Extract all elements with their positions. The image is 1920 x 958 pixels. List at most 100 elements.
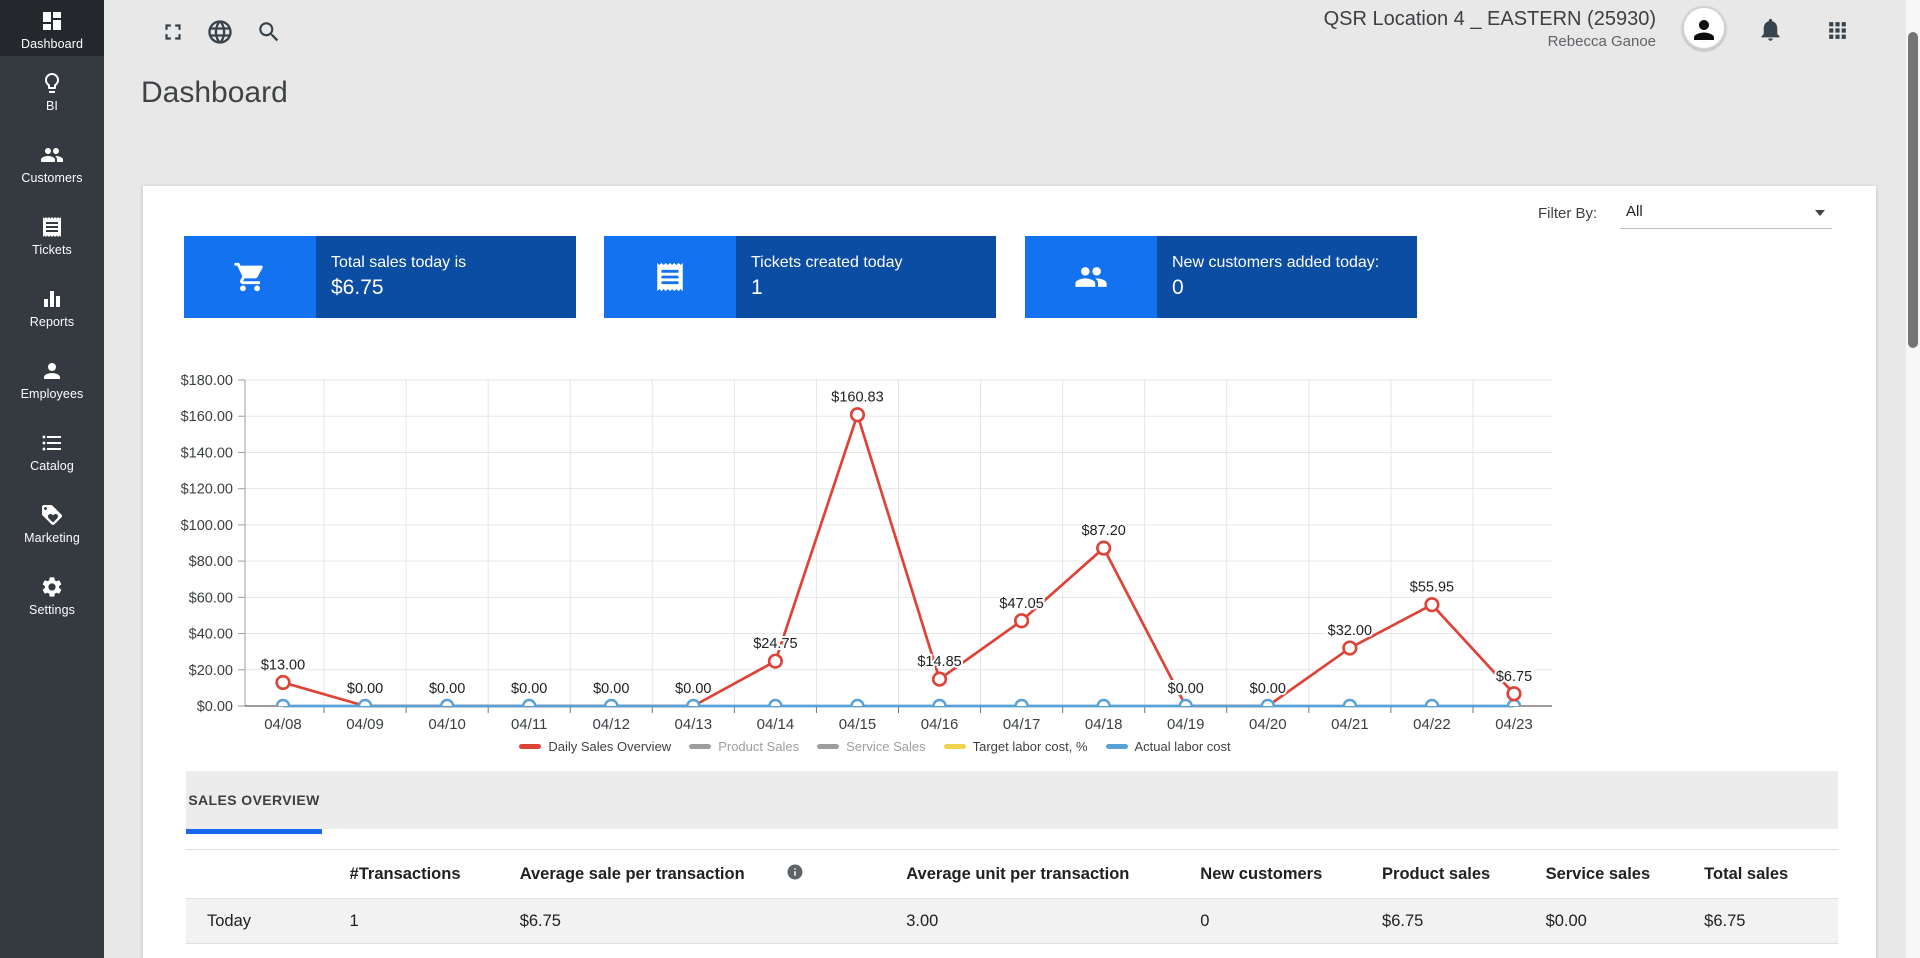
legend-dash-icon [519,744,541,749]
svg-text:04/22: 04/22 [1413,716,1451,733]
legend-dash-icon [689,744,711,749]
sidebar-item-label: Settings [29,603,75,617]
chart-legend: Daily Sales Overview Product Sales Service… [180,739,1570,754]
sidebar-item-reports[interactable]: Reports [0,272,104,344]
legend-label: Actual labor cost [1135,739,1231,754]
list-icon [40,431,64,455]
lightbulb-icon [40,71,64,95]
filter-by-label: Filter By: [1538,205,1597,222]
svg-text:$47.05: $47.05 [999,596,1043,612]
apps-grid-icon[interactable] [1825,18,1850,43]
sidebar-item-marketing[interactable]: Marketing [0,488,104,560]
svg-text:$0.00: $0.00 [197,699,233,715]
sidebar-item-label: Marketing [24,531,80,545]
stat-icon-area [1025,236,1157,318]
legend-dash-icon [1106,744,1128,749]
svg-text:$100.00: $100.00 [181,518,233,534]
stat-card-new-customers: New customers added today: 0 [1025,236,1417,318]
svg-text:$87.20: $87.20 [1081,523,1125,539]
globe-icon[interactable] [206,18,234,46]
svg-text:04/19: 04/19 [1167,716,1205,733]
app-window: Dashboard BI Customers Tickets Reports E… [0,0,1920,958]
tab-bar: SALES OVERVIEW [186,771,1838,829]
scrollbar-thumb[interactable] [1908,32,1918,348]
svg-text:$6.75: $6.75 [1496,669,1532,685]
svg-text:$14.85: $14.85 [917,654,961,670]
svg-text:$0.00: $0.00 [1168,681,1204,697]
table-row-today: Today 1 $6.75 3.00 0 $6.75 $0.00 $6.75 [186,899,1838,944]
svg-text:04/12: 04/12 [592,716,630,733]
stat-card-tickets: Tickets created today 1 [604,236,996,318]
avatar[interactable] [1682,6,1726,50]
col-header-avg-unit: Average unit per transaction [906,865,1200,884]
svg-text:04/15: 04/15 [839,716,877,733]
svg-text:$55.95: $55.95 [1410,580,1454,596]
sidebar-item-label: Reports [30,315,74,329]
svg-text:$160.83: $160.83 [831,390,883,406]
stat-icon-area [184,236,316,318]
search-icon[interactable] [256,19,282,45]
svg-text:$24.75: $24.75 [753,636,797,652]
legend-item[interactable]: Target labor cost, % [944,739,1088,754]
sidebar-item-label: Customers [21,171,82,185]
svg-text:$0.00: $0.00 [1250,681,1286,697]
sidebar: Dashboard BI Customers Tickets Reports E… [0,0,104,958]
col-header-transactions: #Transactions [350,865,520,884]
legend-label: Service Sales [846,739,925,754]
sidebar-item-label: BI [46,99,58,113]
legend-item[interactable]: Product Sales [689,739,799,754]
svg-text:04/13: 04/13 [675,716,713,733]
legend-item[interactable]: Actual labor cost [1106,739,1231,754]
cell-new-customers: 0 [1200,912,1382,931]
sidebar-item-dashboard[interactable]: Dashboard [0,0,104,56]
person-silhouette-icon [1689,15,1719,45]
col-header-info [786,863,907,886]
stat-value: 1 [751,276,996,300]
svg-text:$32.00: $32.00 [1328,623,1372,639]
bar-chart-icon [40,287,64,311]
svg-text:$0.00: $0.00 [593,681,629,697]
gear-icon [40,575,64,599]
sidebar-item-customers[interactable]: Customers [0,128,104,200]
sidebar-item-employees[interactable]: Employees [0,344,104,416]
person-icon [40,359,64,383]
scrollbar-track[interactable] [1906,0,1920,958]
account-info: QSR Location 4 _ EASTERN (25930) Rebecca… [1324,7,1656,52]
cell-product-sales: $6.75 [1382,912,1546,931]
legend-item[interactable]: Service Sales [817,739,925,754]
svg-text:$0.00: $0.00 [429,681,465,697]
filter-select[interactable]: All [1620,196,1832,229]
svg-text:04/14: 04/14 [757,716,795,733]
svg-text:04/21: 04/21 [1331,716,1369,733]
svg-text:$140.00: $140.00 [181,445,233,461]
sidebar-item-label: Tickets [32,243,72,257]
sidebar-item-catalog[interactable]: Catalog [0,416,104,488]
tag-heart-icon [40,503,64,527]
fullscreen-icon[interactable] [160,19,186,45]
svg-text:$0.00: $0.00 [347,681,383,697]
info-icon[interactable] [786,863,804,881]
dashboard-icon [40,9,64,33]
svg-text:$0.00: $0.00 [511,681,547,697]
svg-text:04/11: 04/11 [511,716,547,733]
svg-text:$180.00: $180.00 [181,373,233,389]
sidebar-item-settings[interactable]: Settings [0,560,104,632]
cell-avg-unit: 3.00 [906,912,1200,931]
stat-value: $6.75 [331,276,576,300]
legend-item[interactable]: Daily Sales Overview [519,739,671,754]
chevron-down-icon [1815,210,1825,216]
tab-sales-overview[interactable]: SALES OVERVIEW [186,771,322,829]
legend-label: Product Sales [718,739,799,754]
legend-label: Target labor cost, % [973,739,1088,754]
stat-icon-area [604,236,736,318]
cell-transactions: 1 [350,912,520,931]
sidebar-item-tickets[interactable]: Tickets [0,200,104,272]
bell-icon[interactable] [1757,16,1784,43]
people-icon [1074,260,1108,294]
sales-overview-table: #Transactions Average sale per transacti… [186,849,1838,958]
row-label: Today [186,912,350,931]
col-header-product-sales: Product sales [1382,865,1546,884]
sidebar-item-bi[interactable]: BI [0,56,104,128]
stat-title: Total sales today is [331,254,576,272]
tab-active-indicator [186,829,322,834]
